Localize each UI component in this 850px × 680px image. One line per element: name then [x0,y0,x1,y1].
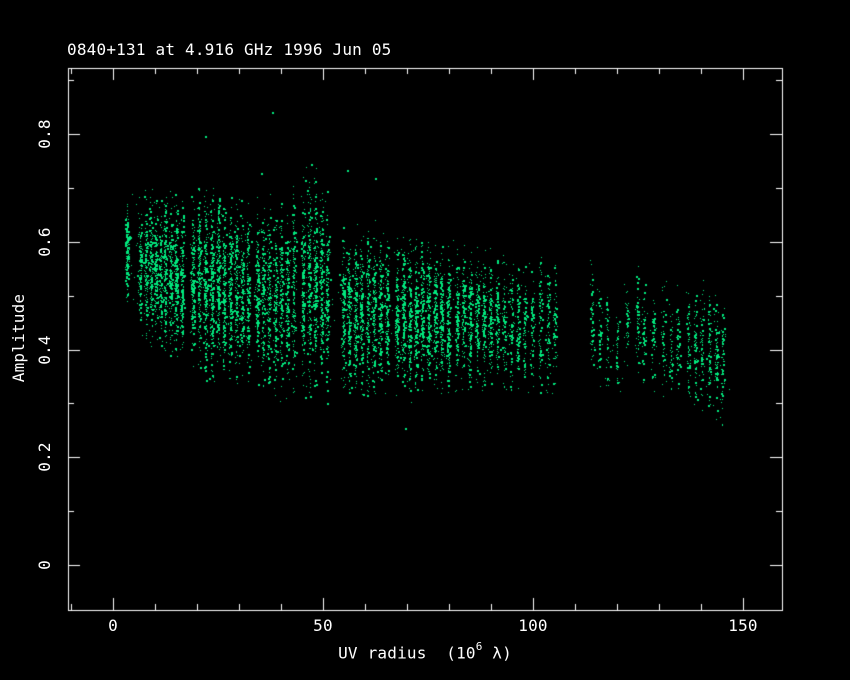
y-tick-label-0p8: 0.8 [35,119,54,149]
x-tick-label-100: 100 [518,616,548,635]
y-tick-label-0p2: 0.2 [35,442,54,472]
y-tick-label-0p4: 0.4 [35,335,54,365]
x-axis-label-prefix: UV radius (10 [338,643,476,663]
y-tick-label-0p6: 0.6 [35,227,54,257]
x-axis-label: UV radius (106 λ) [338,640,512,663]
y-axis-label: Amplitude [9,293,28,383]
x-tick-label-50: 50 [313,616,333,635]
x-axis-label-suffix: λ) [482,643,512,663]
y-tick-label-0: 0 [35,560,54,570]
x-axis-label-exponent: 6 [475,640,483,653]
x-tick-label-0: 0 [108,616,118,635]
plot-title: 0840+131 at 4.916 GHz 1996 Jun 05 [67,40,392,59]
x-tick-label-150: 150 [728,616,758,635]
